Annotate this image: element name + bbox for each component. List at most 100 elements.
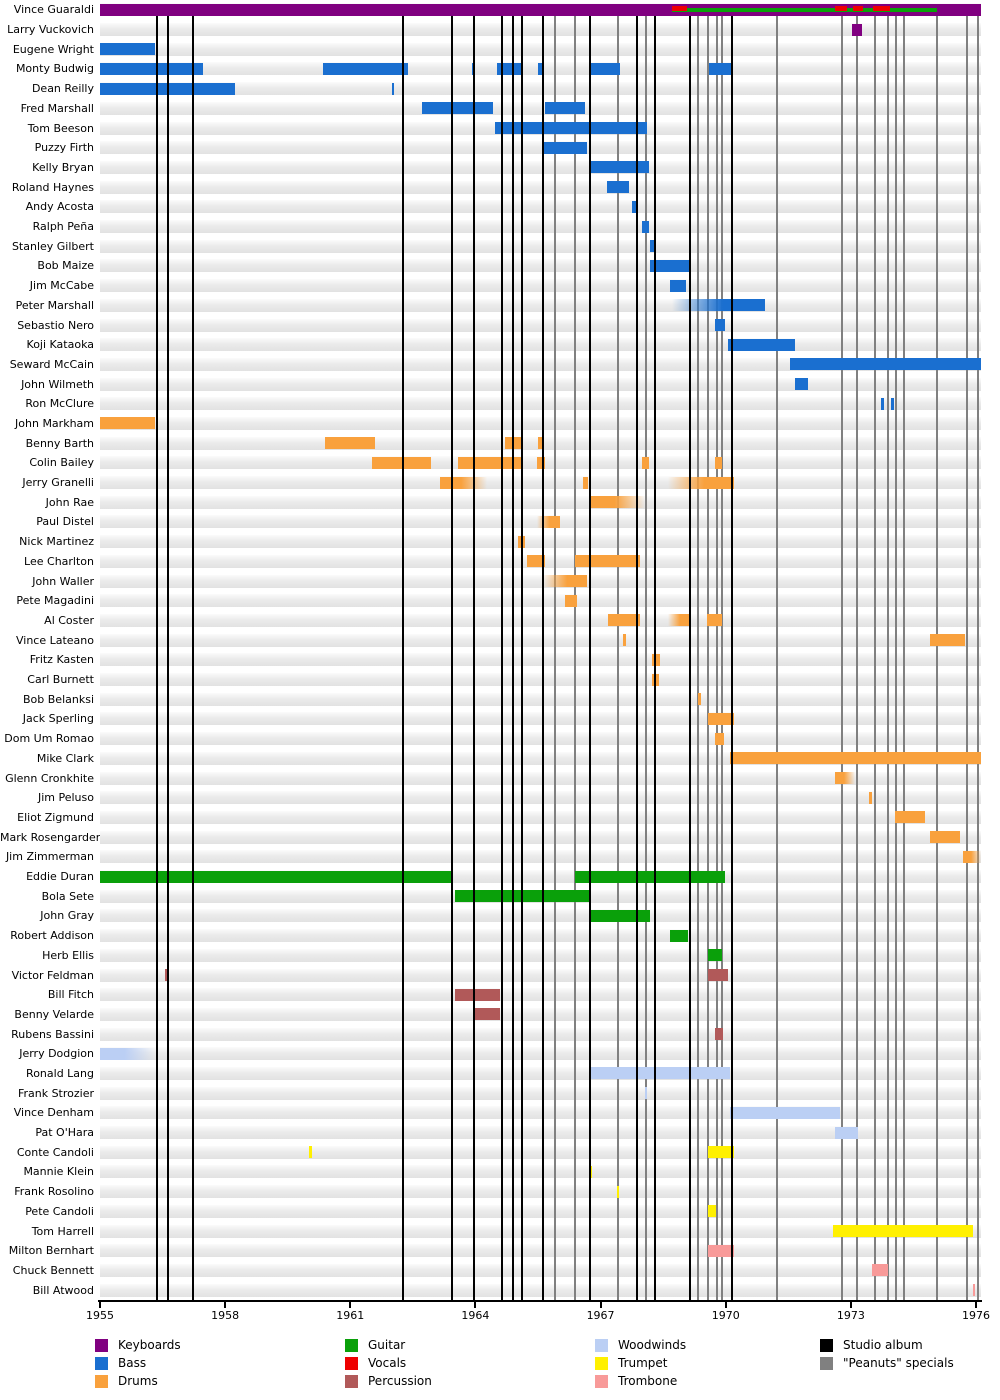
tenure-bar	[668, 614, 690, 627]
album-line	[688, 16, 691, 1300]
tenure-bar	[323, 62, 409, 75]
tenure-bar	[623, 634, 626, 647]
member-label: Tom Harrell	[31, 1224, 94, 1238]
tenure-bar	[505, 437, 524, 450]
member-label: Carl Burnett	[27, 673, 94, 687]
tenure-bar	[590, 909, 650, 922]
special-line	[894, 16, 897, 1300]
row-band	[100, 1047, 981, 1061]
tenure-bar	[649, 240, 657, 253]
tenure-bar	[789, 358, 981, 371]
legend-label: "Peanuts" specials	[843, 1356, 954, 1370]
tenure-bar	[164, 969, 168, 981]
tenure-bar	[708, 1244, 734, 1257]
tenure-bar	[100, 3, 981, 16]
member-label: John Waller	[32, 574, 94, 588]
tenure-bar	[575, 870, 725, 883]
legend-label: Trombone	[618, 1374, 678, 1388]
member-label: John Gray	[40, 909, 94, 923]
special-line	[720, 16, 723, 1300]
legend-swatch	[95, 1357, 108, 1370]
tenure-bar	[644, 1087, 648, 1100]
member-label: Chuck Bennett	[12, 1263, 94, 1277]
row-band	[100, 850, 981, 864]
row-band	[100, 968, 981, 982]
vocals-overlay	[835, 6, 847, 11]
member-label: Bill Fitch	[47, 988, 94, 1002]
tenure-bar	[708, 969, 728, 981]
member-label: Seward McCain	[9, 357, 94, 371]
row-band	[100, 594, 981, 608]
legend-swatch	[345, 1339, 358, 1352]
row-band	[100, 1145, 981, 1159]
member-label: Lee Charlton	[24, 554, 94, 568]
tenure-bar	[891, 397, 894, 410]
member-label: Stanley Gilbert	[11, 239, 94, 253]
row-band	[100, 101, 981, 115]
guitar-overlay	[671, 8, 937, 12]
legend-swatch	[595, 1357, 608, 1370]
tenure-bar	[590, 161, 649, 174]
tenure-bar	[972, 1284, 976, 1297]
axis-tick	[224, 1302, 227, 1308]
legend-label: Drums	[118, 1374, 158, 1388]
row-band	[100, 653, 981, 667]
member-label: Vince Guaraldi	[13, 3, 94, 17]
row-band	[100, 495, 981, 509]
special-line	[841, 16, 844, 1300]
tenure-bar	[729, 1106, 840, 1119]
row-band	[100, 23, 981, 37]
tenure-bar	[651, 653, 660, 666]
tenure-bar	[728, 338, 795, 351]
row-band	[100, 692, 981, 706]
tenure-bar	[895, 811, 926, 824]
special-line	[874, 16, 877, 1300]
tenure-bar	[583, 476, 589, 489]
axis-tick	[849, 1302, 852, 1308]
tenure-bar	[616, 1185, 620, 1198]
legend-label: Trumpet	[618, 1356, 668, 1370]
member-label: Milton Bernhart	[8, 1244, 94, 1258]
tenure-bar	[963, 850, 981, 863]
axis-tick-label: 1967	[586, 1309, 615, 1322]
album-line	[401, 16, 404, 1300]
album-line	[542, 16, 544, 1300]
member-label: Andy Acosta	[25, 200, 94, 214]
row-band	[100, 673, 981, 687]
member-label: Jim Peluso	[37, 791, 94, 805]
tenure-bar	[100, 417, 156, 430]
row-band	[100, 200, 981, 214]
tenure-bar	[100, 62, 204, 75]
tenure-bar	[649, 259, 690, 272]
member-label: Eddie Duran	[26, 870, 94, 884]
tenure-bar	[100, 1047, 156, 1060]
tenure-bar	[421, 102, 494, 115]
album-line	[192, 16, 195, 1300]
member-label: Pete Magadini	[16, 594, 94, 608]
album-line	[635, 16, 638, 1300]
member-label: John Rae	[45, 495, 94, 509]
member-label: Bob Maize	[37, 259, 94, 273]
row-band	[100, 1165, 981, 1179]
row-band	[100, 357, 981, 371]
album-line	[156, 16, 159, 1300]
special-line	[966, 16, 969, 1300]
tenure-bar	[714, 456, 722, 469]
member-label: Rubens Bassini	[11, 1027, 94, 1041]
tenure-bar	[543, 575, 587, 588]
special-line	[977, 16, 980, 1300]
tenure-bar	[869, 791, 872, 804]
member-label: Peter Marshall	[15, 298, 94, 312]
member-label: Frank Strozier	[17, 1086, 94, 1100]
member-label: Larry Vuckovich	[7, 23, 94, 37]
member-label: Dean Reilly	[31, 82, 94, 96]
tenure-bar	[835, 772, 856, 785]
row-band	[100, 1086, 981, 1100]
axis-tick-label: 1970	[711, 1309, 740, 1322]
member-label: Al Coster	[44, 613, 94, 627]
legend-swatch	[820, 1357, 833, 1370]
row-band	[100, 791, 981, 805]
tenure-bar	[496, 62, 524, 75]
member-label: Victor Feldman	[11, 968, 94, 982]
vocals-overlay	[671, 6, 687, 11]
